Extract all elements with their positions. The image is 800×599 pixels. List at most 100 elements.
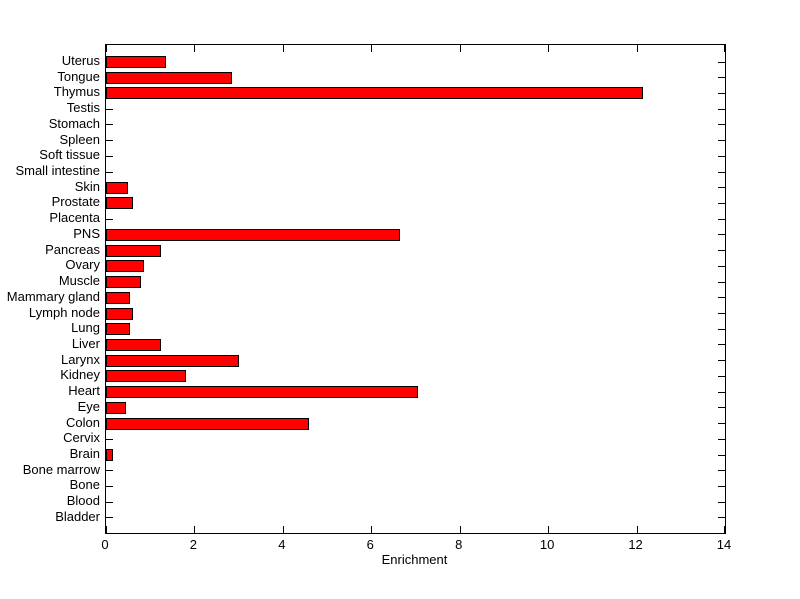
bar [106,307,133,320]
y-tick-mark-right [718,108,725,110]
y-tick-label: Pancreas [45,241,100,257]
x-tick-mark-top [282,45,284,52]
bar [106,197,133,210]
x-tick-mark-top [548,45,550,52]
bar [106,87,644,100]
y-tick-label: Testis [66,100,100,116]
x-tick-mark-top [459,45,461,52]
bar [106,181,129,194]
y-tick-label: Skin [74,178,100,194]
x-tick-mark-top [636,45,638,52]
y-tick-mark-right [718,61,725,63]
y-tick-mark-right [718,407,725,409]
x-tick-label: 0 [101,537,109,552]
y-tick-label: Mammary gland [6,288,100,304]
bar [106,71,232,84]
bar [106,228,401,241]
x-tick-label: 10 [539,537,555,552]
x-tick-mark-bottom [636,526,638,533]
y-tick-mark-right [718,124,725,126]
y-tick-label: Brain [69,446,100,461]
bar [106,354,239,367]
y-tick-mark-right [718,313,725,315]
x-tick-mark-top [371,45,373,52]
y-tick-mark-right [718,297,725,299]
x-tick-mark-bottom [194,526,196,533]
bar [106,338,162,351]
y-tick-label: Muscle [58,273,100,289]
x-tick-label: 12 [628,537,643,552]
y-tick-mark-right [718,423,725,425]
y-tick-label: Heart [68,383,100,399]
bar [106,291,131,304]
x-tick-mark-bottom [548,526,550,533]
x-tick-mark-bottom [106,526,107,533]
y-tick-mark-left [106,171,113,173]
x-tick-mark-top [724,45,725,52]
y-tick-label: Prostate [51,194,100,210]
x-tick-mark-top [106,45,107,52]
y-tick-mark-right [718,360,725,362]
x-tick-mark-top [194,45,196,52]
y-tick-mark-right [718,344,725,346]
bar [106,260,144,273]
y-tick-mark-right [718,391,725,393]
y-tick-mark-right [718,171,725,173]
x-tick-label: 8 [455,537,463,552]
y-tick-label: Bladder [55,508,100,524]
x-tick-label: 2 [189,537,198,552]
bar [106,276,142,289]
y-tick-label: Spleen [59,131,100,147]
y-tick-label: Ovary [65,257,100,273]
y-tick-label: Eye [77,398,100,414]
y-tick-label: Cervix [63,430,100,446]
y-tick-mark-right [718,250,725,252]
y-tick-label: Bone [69,477,100,493]
y-tick-mark-left [106,218,113,220]
y-tick-mark-right [718,454,725,456]
y-tick-mark-left [106,155,113,157]
y-tick-mark-left [106,124,113,126]
y-tick-mark-right [718,438,725,440]
bar [106,386,418,399]
y-tick-mark-left [106,485,113,487]
y-tick-label: Colon [66,414,100,430]
x-tick-label: 4 [278,537,286,552]
y-tick-mark-right [718,375,725,377]
x-tick-mark-bottom [459,526,461,533]
y-tick-label: Small intestine [15,163,100,179]
y-tick-mark-right [718,501,725,503]
y-tick-mark-left [106,140,113,142]
y-tick-label: Lymph node [28,304,100,320]
y-tick-mark-right [718,470,725,472]
y-tick-label: Thymus [53,84,100,100]
y-tick-mark-right [718,485,725,487]
y-tick-label: Lung [71,320,100,336]
y-tick-mark-right [718,234,725,236]
y-tick-label: Kidney [60,367,100,383]
x-tick-label: 14 [716,537,732,552]
y-tick-label: Placenta [49,210,100,226]
bar [106,244,162,257]
y-tick-mark-left [106,517,113,519]
x-tick-mark-bottom [282,526,284,533]
y-tick-label: Stomach [48,115,100,131]
y-tick-label: Soft tissue [39,147,100,163]
x-tick-label: 6 [366,537,374,552]
y-tick-label: Liver [71,335,100,351]
y-tick-label: Uterus [61,53,100,68]
plot-area [105,44,726,534]
y-tick-label: Larynx [60,351,100,367]
y-tick-mark-right [718,92,725,94]
bar [106,417,310,430]
y-tick-mark-right [718,265,725,267]
bar [106,370,186,383]
bar [106,323,131,336]
y-tick-mark-right [718,218,725,220]
y-tick-mark-right [718,517,725,519]
y-tick-mark-left [106,501,113,503]
y-tick-label: Tongue [57,68,100,84]
y-tick-mark-right [718,281,725,283]
y-tick-label: PNS [73,225,100,241]
